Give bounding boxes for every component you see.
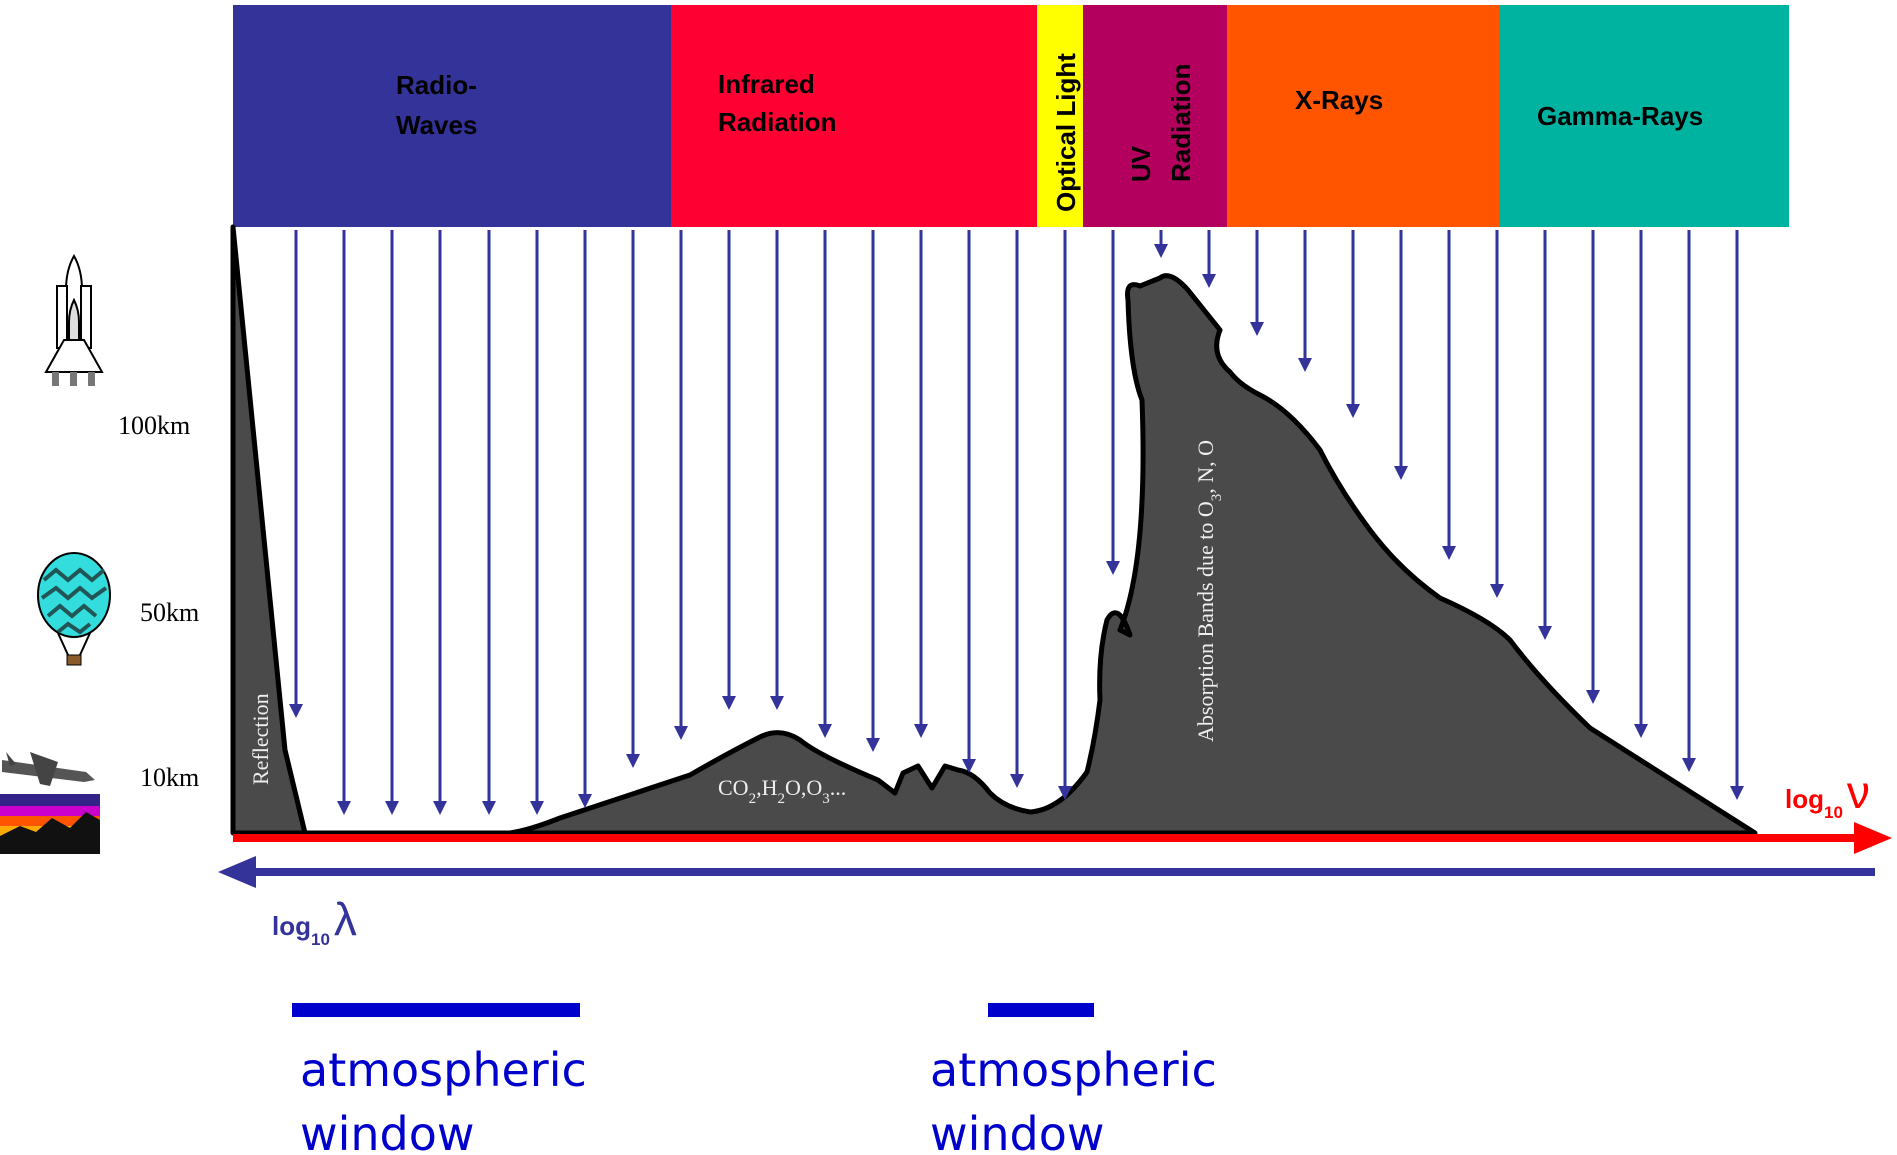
radiation-arrow-head [289, 704, 303, 718]
wavelength-axis-label: log10λ [272, 893, 357, 949]
radiation-arrow-head [1202, 274, 1216, 288]
radiation-arrow-head [578, 794, 592, 808]
absorption-curve [230, 224, 1758, 836]
band-xray [1227, 5, 1499, 227]
radiation-arrow-head [1586, 690, 1600, 704]
hot-air-balloon-icon [37, 552, 111, 666]
altitude-label-100km: 100km [118, 411, 190, 440]
airplane-icon [2, 752, 95, 786]
band-xray-label: X-Rays [1295, 85, 1383, 115]
frequency-axis-label: log10ν [1785, 766, 1870, 822]
altitude-label-50km: 50km [140, 598, 199, 627]
radiation-arrow-head [385, 801, 399, 815]
band-radio-label-1: Radio- [396, 70, 477, 100]
radiation-arrow-head [674, 726, 688, 740]
window-1-label-line2: window [300, 1107, 475, 1155]
band-radio-label-2: Waves [396, 110, 477, 140]
band-infrared-label-1: Infrared [718, 69, 815, 99]
band-uv [1083, 5, 1227, 227]
radiation-arrow-head [433, 801, 447, 815]
band-gamma [1499, 5, 1789, 227]
radiation-arrow-head [1010, 774, 1024, 788]
radiation-arrow-head [1346, 404, 1360, 418]
radiation-arrow-head [1442, 546, 1456, 560]
radiation-arrow-head [818, 724, 832, 738]
radiation-arrow-head [1682, 758, 1696, 772]
altitude-label-10km: 10km [140, 763, 199, 792]
radiation-arrow-head [1058, 786, 1072, 800]
radiation-arrow-head [626, 754, 640, 768]
radiation-arrow-head [1154, 244, 1168, 258]
radiation-arrow-head [914, 724, 928, 738]
radiation-arrow-head [530, 801, 544, 815]
radiation-arrow-head [1634, 724, 1648, 738]
radiation-arrow-head [962, 759, 976, 773]
space-shuttle-icon [44, 253, 104, 386]
mountain-horizon-icon [0, 794, 100, 854]
band-optical-label: Optical Light [1051, 53, 1081, 212]
incoming-radiation-arrows [289, 230, 1744, 815]
radiation-arrow-head [1298, 358, 1312, 372]
reflection-label: Reflection [248, 693, 273, 785]
band-radio [233, 5, 671, 227]
radiation-arrow-head [337, 801, 351, 815]
radiation-arrow-head [1394, 466, 1408, 480]
band-gamma-label: Gamma-Rays [1537, 101, 1703, 131]
radiation-arrow-head [1250, 322, 1264, 336]
window-2-label-line2: window [930, 1107, 1105, 1155]
band-uv-label-1: UV [1126, 145, 1156, 182]
radiation-arrow-head [770, 696, 784, 710]
window-2-label-line1: atmospheric [930, 1043, 1217, 1097]
band-uv-label-2: Radiation [1166, 64, 1196, 182]
band-infrared-label-2: Radiation [718, 107, 836, 137]
radiation-arrow-head [1490, 584, 1504, 598]
band-optical [1037, 5, 1083, 227]
spectrum-bands: Radio- Waves Infrared Radiation Optical … [233, 5, 1789, 227]
radiation-arrow-head [1730, 786, 1744, 800]
radiation-arrow-head [482, 801, 496, 815]
band-infrared [671, 5, 1037, 227]
frequency-axis-arrowhead [1854, 822, 1892, 854]
radiation-arrow-head [866, 738, 880, 752]
radiation-arrow-head [1538, 626, 1552, 640]
wavelength-axis-arrowhead [218, 856, 256, 888]
radiation-arrow-head [722, 696, 736, 710]
window-bar-2 [988, 1003, 1094, 1017]
radiation-arrow-head [1106, 561, 1120, 575]
window-bar-1 [292, 1003, 580, 1017]
window-1-label-line1: atmospheric [300, 1043, 587, 1097]
